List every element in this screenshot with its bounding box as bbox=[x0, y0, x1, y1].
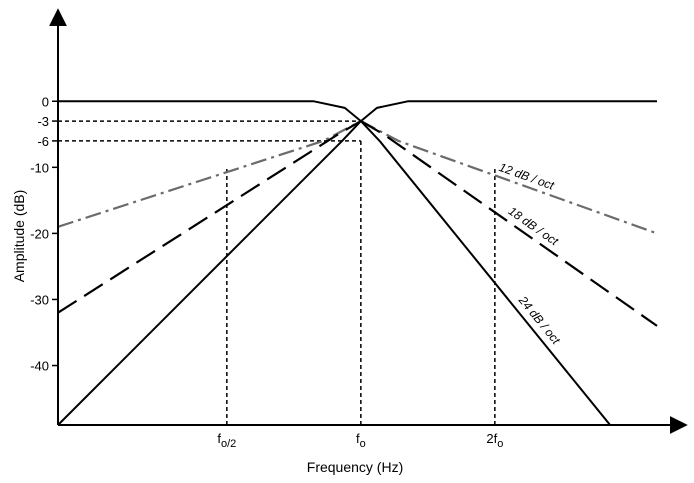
lowpass-24db-curve bbox=[58, 100, 611, 426]
highpass-24db-curve bbox=[57, 100, 657, 426]
y-tick-labels: 0 -3 -6 -10 -20 -30 -40 bbox=[30, 94, 58, 374]
y-tick-label: -3 bbox=[37, 114, 49, 129]
y-tick-label: 0 bbox=[42, 94, 49, 109]
y-tick-label: -6 bbox=[37, 134, 49, 149]
highpass-12db-curve bbox=[57, 120, 362, 228]
x-tick-label: fo bbox=[356, 431, 366, 450]
y-tick-label: -40 bbox=[30, 359, 49, 374]
x-tick-label: 2fo bbox=[486, 431, 503, 450]
y-axis-label: Amplitude (dB) bbox=[11, 190, 27, 283]
lowpass-18db-curve bbox=[360, 120, 658, 327]
x-axis-label: Frequency (Hz) bbox=[307, 459, 403, 475]
x-tick-labels: fo/2 fo 2fo bbox=[217, 431, 503, 450]
y-tick-label: -30 bbox=[30, 292, 49, 307]
reference-lines bbox=[58, 120, 496, 425]
y-tick-label: -20 bbox=[30, 226, 49, 241]
y-tick-label: -10 bbox=[30, 160, 49, 175]
x-tick-label: fo/2 bbox=[217, 431, 236, 450]
filter-curves bbox=[57, 100, 658, 426]
slope-label-18: 18 dB / oct bbox=[506, 204, 562, 249]
highpass-18db-curve bbox=[57, 120, 362, 314]
